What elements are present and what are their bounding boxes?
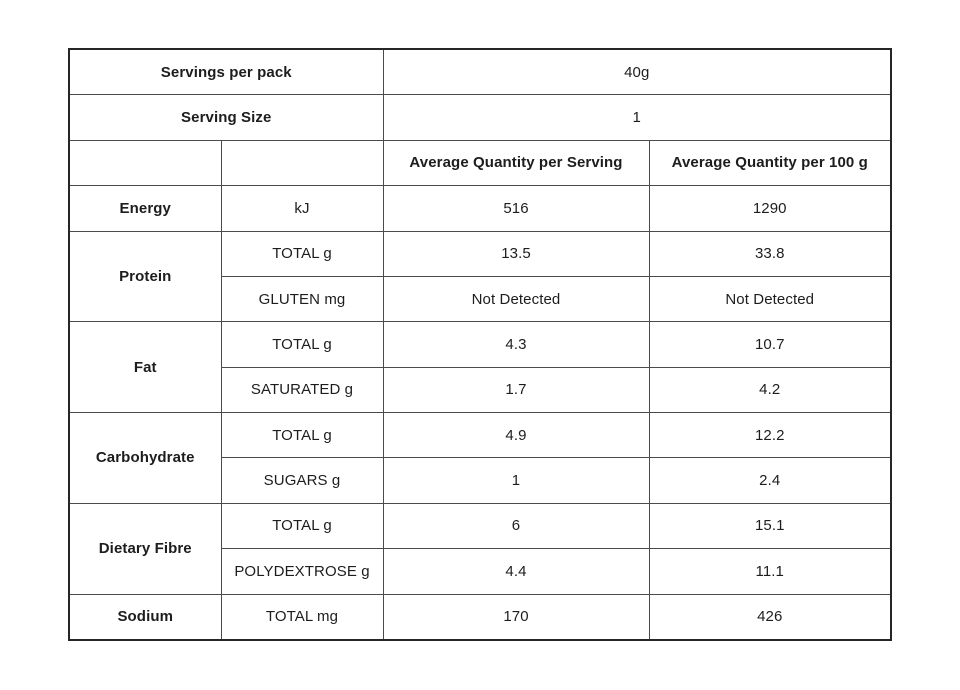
- per-serving-cell: 1.7: [382, 366, 650, 414]
- per-serving-cell: 4.3: [382, 321, 650, 368]
- table-row-energy: Energy kJ 516 1290: [68, 185, 892, 232]
- per-100g-cell: 4.2: [648, 366, 892, 414]
- table-row-servings-per-pack: Servings per pack 40g: [68, 48, 892, 96]
- component-cell: TOTAL mg: [220, 593, 384, 641]
- table-row-dietary-fibre-polydextrose: POLYDEXTROSE g 4.4 11.1: [69, 548, 892, 595]
- component-cell: SATURATED g: [220, 366, 384, 414]
- per-100g-cell: 1290: [648, 185, 892, 232]
- table-row-carbohydrate-sugars: SUGARS g 1 2.4: [69, 457, 892, 504]
- per-serving-cell: 170: [382, 593, 650, 641]
- empty-cell: [220, 139, 384, 187]
- serving-size-value: 1: [382, 94, 892, 141]
- table-row-serving-size: Serving Size 1: [68, 94, 892, 141]
- per-100g-cell: 426: [648, 593, 892, 641]
- table-row-protein-gluten: GLUTEN mg Not Detected Not Detected: [69, 275, 892, 323]
- component-cell: SUGARS g: [220, 457, 384, 504]
- per-100g-cell: 2.4: [648, 457, 892, 504]
- empty-cell: [68, 139, 222, 187]
- serving-size-label: Serving Size: [68, 94, 384, 141]
- component-cell: TOTAL g: [220, 502, 384, 550]
- per-serving-cell: 4.9: [382, 412, 650, 459]
- nutrition-information-table: Servings per pack 40g Serving Size 1 Ave…: [68, 48, 893, 641]
- component-cell: GLUTEN mg: [220, 275, 384, 323]
- servings-per-pack-label: Servings per pack: [68, 48, 384, 96]
- column-header-per-serving: Average Quantity per Serving: [382, 139, 650, 187]
- column-header-per-100g: Average Quantity per 100 g: [648, 139, 892, 187]
- per-100g-cell: 12.2: [648, 412, 892, 459]
- nutrient-name-cell: Dietary Fibre: [68, 502, 222, 595]
- per-100g-cell: 33.8: [648, 230, 892, 277]
- per-serving-cell: 4.4: [382, 548, 650, 595]
- table-row-fat-total: Fat TOTAL g 4.3 10.7: [68, 321, 892, 414]
- table-row-protein-total: Protein TOTAL g 13.5 33.8: [68, 230, 892, 323]
- nutrient-name-cell: Carbohydrate: [68, 412, 222, 504]
- nutrient-name-cell: Protein: [68, 230, 222, 323]
- per-100g-cell: 11.1: [648, 548, 892, 595]
- component-cell: TOTAL g: [220, 412, 384, 459]
- per-serving-cell: 516: [382, 185, 650, 232]
- per-serving-cell: 1: [382, 457, 650, 504]
- per-100g-cell: 10.7: [648, 321, 892, 368]
- table-row-carbohydrate-total: Carbohydrate TOTAL g 4.9 12.2: [68, 412, 892, 504]
- component-cell: TOTAL g: [220, 321, 384, 368]
- per-100g-cell: 15.1: [648, 502, 892, 550]
- per-serving-cell: Not Detected: [382, 275, 650, 323]
- nutrient-name-cell: Fat: [68, 321, 222, 414]
- per-100g-cell: Not Detected: [648, 275, 892, 323]
- nutrient-name-cell: Sodium: [68, 593, 222, 641]
- per-serving-cell: 13.5: [382, 230, 650, 277]
- component-cell: kJ: [220, 185, 384, 232]
- servings-per-pack-value: 40g: [382, 48, 892, 96]
- table-row-sodium: Sodium TOTAL mg 170 426: [68, 593, 892, 641]
- per-serving-cell: 6: [382, 502, 650, 550]
- table-row-fat-saturated: SATURATED g 1.7 4.2: [69, 366, 892, 414]
- table-row-column-headers: Average Quantity per Serving Average Qua…: [68, 139, 892, 187]
- nutrient-name-cell: Energy: [68, 185, 222, 232]
- component-cell: TOTAL g: [220, 230, 384, 277]
- table-row-dietary-fibre-total: Dietary Fibre TOTAL g 6 15.1: [68, 502, 892, 595]
- component-cell: POLYDEXTROSE g: [220, 548, 384, 595]
